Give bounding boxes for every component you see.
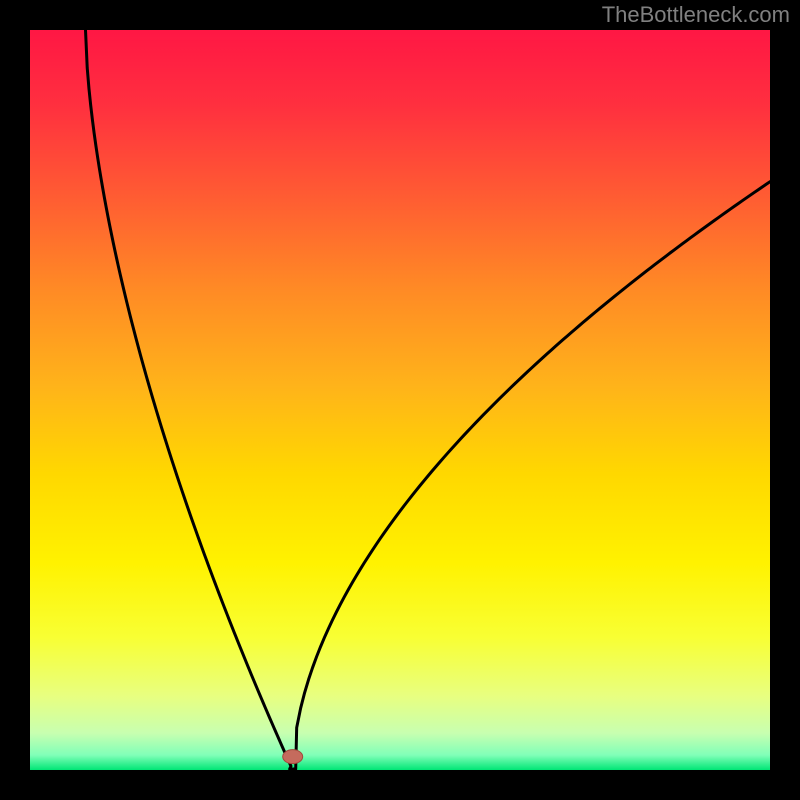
bottleneck-curve — [86, 30, 771, 769]
watermark-text: TheBottleneck.com — [602, 2, 790, 28]
min-marker — [283, 750, 303, 764]
chart-container: TheBottleneck.com — [0, 0, 800, 800]
curve-layer — [30, 30, 770, 770]
plot-area — [30, 30, 770, 770]
